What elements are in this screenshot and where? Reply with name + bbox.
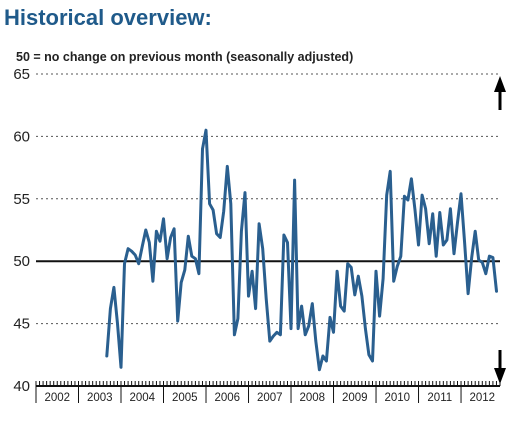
x-tick-label: 2012	[469, 392, 495, 404]
x-tick-label: 2006	[214, 392, 240, 404]
gridlines	[36, 73, 500, 325]
y-tick-label: 55	[13, 191, 30, 208]
y-axis-ticks: 40 45 50 55 60 65	[13, 66, 30, 395]
y-tick-label: 50	[13, 253, 30, 270]
arrows-group	[494, 76, 506, 384]
x-tick-label: 2010	[384, 392, 410, 404]
x-tick-label: 2004	[129, 392, 155, 404]
x-axis: 2002 2003 2004 2005 2006 2007 2008 2009 2010 2011…	[35, 381, 501, 404]
x-tick-label: 2009	[342, 392, 368, 404]
y-tick-label: 45	[13, 316, 30, 333]
down-arrow-icon	[494, 368, 506, 384]
x-tick-label: 2003	[87, 392, 113, 404]
x-tick-label: 2005	[172, 392, 198, 404]
y-tick-label: 40	[13, 378, 30, 395]
chart-subtitle: 50 = no change on previous month (season…	[16, 50, 353, 64]
x-tick-label: 2002	[44, 392, 70, 404]
chart-title: Historical overview:	[4, 5, 212, 30]
up-arrow-icon	[494, 76, 506, 92]
x-tick-label: 2007	[257, 392, 283, 404]
x-tick-label: 2011	[427, 392, 452, 404]
y-tick-label: 65	[13, 66, 30, 83]
series-line	[105, 128, 498, 372]
y-tick-label: 60	[13, 128, 30, 145]
series-group	[105, 128, 498, 372]
x-tick-label: 2008	[299, 392, 325, 404]
